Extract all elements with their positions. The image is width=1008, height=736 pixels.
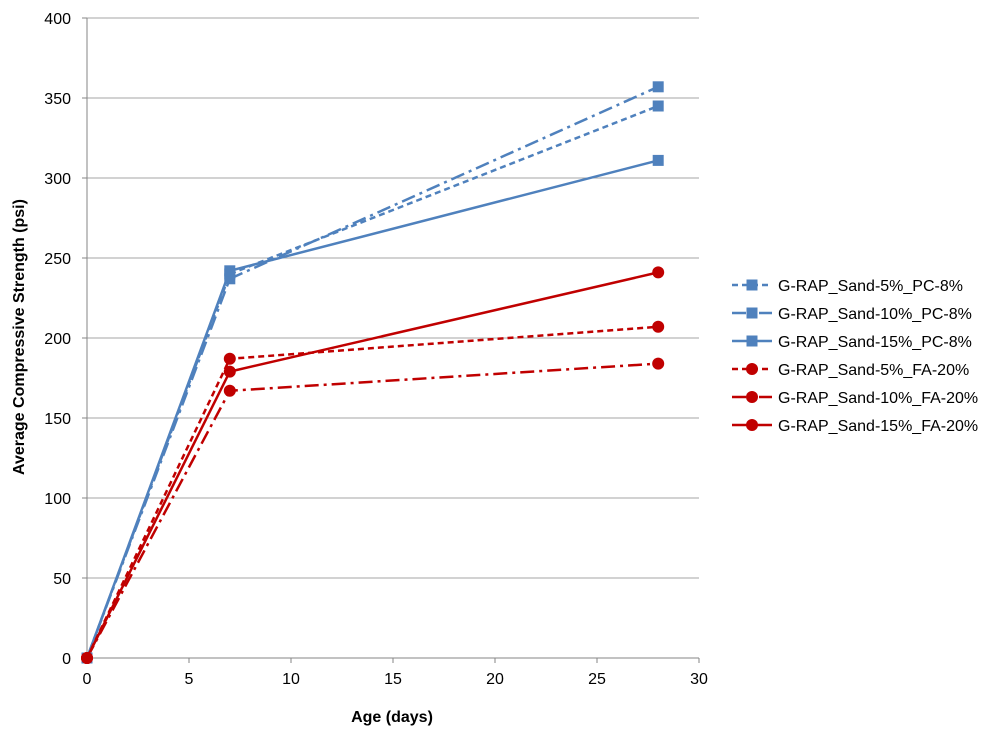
y-tick-label: 0 [62, 651, 71, 668]
data-point [652, 100, 664, 112]
y-tick-label: 250 [44, 251, 71, 268]
legend-label: G-RAP_Sand-5%_PC-8% [778, 278, 963, 295]
legend-marker [746, 363, 758, 375]
y-tick-label: 400 [44, 11, 71, 28]
data-point [223, 384, 236, 397]
data-point [224, 273, 236, 285]
y-tick-label: 200 [44, 331, 71, 348]
series-line [85, 325, 659, 659]
series-line [85, 271, 659, 659]
x-tick-label: 15 [384, 671, 402, 688]
legend: G-RAP_Sand-5%_PC-8% G-RAP_Sand-10%_PC-8% G… [732, 278, 978, 435]
y-tick-label: 150 [44, 411, 71, 428]
legend-marker [746, 335, 758, 347]
series-line [85, 362, 659, 659]
series-lines [85, 85, 659, 659]
gridlines [87, 17, 699, 579]
legend-label: G-RAP_Sand-15%_PC-8% [778, 334, 972, 351]
legend-marker [746, 391, 758, 403]
y-tick-label: 50 [53, 571, 71, 588]
legend-label: G-RAP_Sand-10%_PC-8% [778, 306, 972, 323]
y-axis-title: Average Compressive Strength (psi) [11, 199, 28, 475]
legend-label: G-RAP_Sand-5%_FA-20% [778, 362, 969, 379]
data-points [81, 81, 665, 664]
y-tick-label: 300 [44, 171, 71, 188]
legend-label: G-RAP_Sand-15%_FA-20% [778, 418, 978, 435]
x-tick-label: 30 [690, 671, 708, 688]
x-tick-label: 20 [486, 671, 504, 688]
x-tick-label: 0 [83, 671, 92, 688]
data-point [652, 266, 665, 279]
series-line [85, 85, 659, 659]
x-tick-label: 5 [185, 671, 194, 688]
legend-item: G-RAP_Sand-15%_FA-20% [732, 418, 978, 435]
data-point [224, 265, 236, 277]
tick-labels: 0 50 100 150 200 250 300 350 400 0 5 10 15 20 25 30 [44, 11, 708, 688]
data-point [223, 365, 236, 378]
legend-item: G-RAP_Sand-5%_PC-8% [732, 278, 963, 295]
x-axis-title: Age (days) [351, 709, 433, 726]
series-line [85, 104, 659, 659]
data-point [652, 320, 665, 333]
x-tick-label: 10 [282, 671, 300, 688]
legend-marker [746, 419, 758, 431]
data-point [652, 81, 664, 93]
legend-marker [746, 279, 758, 291]
series-line [85, 159, 659, 659]
axes [82, 17, 700, 663]
legend-item: G-RAP_Sand-10%_FA-20% [732, 390, 978, 407]
legend-marker [746, 307, 758, 319]
y-tick-label: 350 [44, 91, 71, 108]
y-tick-label: 100 [44, 491, 71, 508]
legend-item: G-RAP_Sand-10%_PC-8% [732, 306, 972, 323]
legend-label: G-RAP_Sand-10%_FA-20% [778, 390, 978, 407]
legend-item: G-RAP_Sand-5%_FA-20% [732, 362, 969, 379]
data-point [223, 352, 236, 365]
x-tick-label: 25 [588, 671, 606, 688]
data-point [652, 357, 665, 370]
legend-item: G-RAP_Sand-15%_PC-8% [732, 334, 972, 351]
data-point [652, 154, 664, 166]
data-point [81, 652, 93, 664]
